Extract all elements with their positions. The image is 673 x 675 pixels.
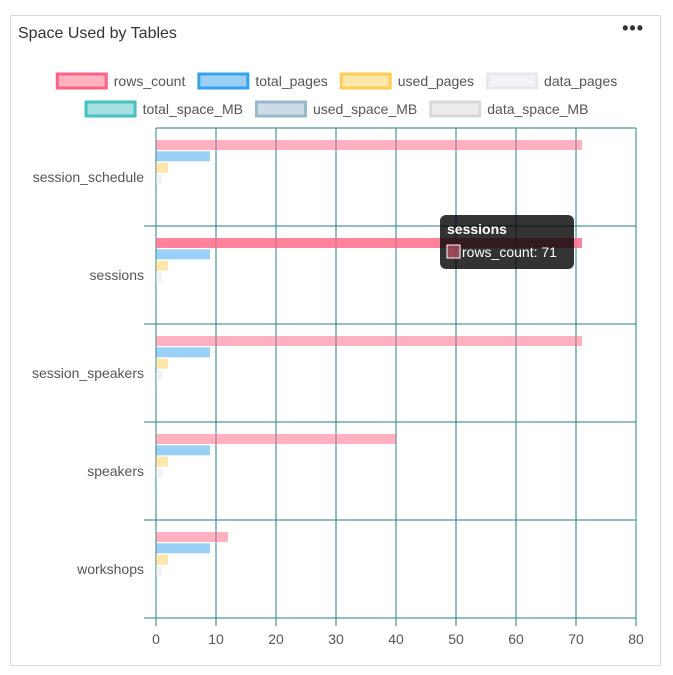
x-tick-label: 10 [208,631,224,647]
legend-item-total_space_MB[interactable]: total_space_MB [84,100,243,118]
bar-session_schedule-used_pages[interactable] [156,162,168,173]
chart-title: Space Used by Tables [18,25,177,42]
legend-label[interactable]: used_space_MB [313,101,417,117]
bar-speakers-total_pages[interactable] [156,445,210,456]
chart-bars [156,140,582,610]
bar-workshops-rows_count[interactable] [156,532,228,542]
x-tick-label: 40 [388,631,404,647]
tooltip-swatch [446,244,461,259]
legend-swatch[interactable] [339,72,392,90]
ellipsis-icon[interactable]: ••• [622,18,644,38]
bar-session_speakers-rows_count[interactable] [156,336,582,346]
x-axis-labels: 0 10 20 30 40 50 60 70 80 [152,631,644,647]
bar-speakers-rows_count[interactable] [156,434,396,444]
x-tick-label: 0 [152,631,160,647]
legend-swatch[interactable] [55,72,108,90]
bar-session_schedule-total_pages[interactable] [156,151,210,162]
bar-sessions-used_pages[interactable] [156,260,168,271]
x-tick-label: 20 [268,631,284,647]
legend-item-data_pages[interactable]: data_pages [486,72,618,90]
legend-label[interactable]: rows_count [114,73,186,89]
legend-swatch[interactable] [84,100,137,118]
tooltip-value: rows_count: 71 [462,244,557,260]
legend-item-data_space_MB[interactable]: data_space_MB [429,100,589,118]
bar-speakers-data_pages[interactable] [156,467,162,478]
x-tick-label: 50 [448,631,464,647]
tooltip-title: sessions [447,221,507,237]
bar-session_speakers-used_pages[interactable] [156,358,168,369]
y-tick-label-session_schedule: session_schedule [33,169,145,185]
y-tick-label-session_speakers: session_speakers [32,365,144,381]
legend-item-total_pages[interactable]: total_pages [197,72,328,90]
bar-sessions-total_pages[interactable] [156,249,210,260]
chart-legend: rows_count total_pages used_pages data_page… [55,72,618,118]
legend-swatch[interactable] [486,72,539,90]
legend-item-used_space_MB[interactable]: used_space_MB [254,100,417,118]
legend-swatch[interactable] [197,72,250,90]
bar-session_schedule-rows_count[interactable] [156,140,582,150]
legend-item-used_pages[interactable]: used_pages [339,72,474,90]
tooltip-box [440,215,574,269]
legend-swatch[interactable] [254,100,307,118]
y-tick-label-sessions: sessions [90,267,144,283]
bar-workshops-data_pages[interactable] [156,565,162,576]
bar-speakers-used_pages[interactable] [156,456,168,467]
bar-sessions-rows_count[interactable] [156,238,582,248]
legend-label[interactable]: used_pages [398,73,474,89]
bar-session_speakers-data_pages[interactable] [156,369,162,380]
y-tick-label-workshops: workshops [76,561,144,577]
chart-tooltip: sessions rows_count: 71 [440,215,574,269]
bar-session_schedule-data_pages[interactable] [156,173,162,184]
bar-sessions-data_pages[interactable] [156,271,162,282]
bar-session_speakers-total_pages[interactable] [156,347,210,358]
legend-label[interactable]: total_pages [255,73,327,89]
bar-workshops-used_pages[interactable] [156,554,168,565]
x-tick-label: 30 [328,631,344,647]
legend-swatch[interactable] [429,100,482,118]
legend-label[interactable]: data_pages [544,73,617,89]
chart-grid [144,127,637,626]
x-tick-label: 80 [628,631,644,647]
y-axis-labels: session_schedule sessions session_speakers… [32,169,144,577]
bar-workshops-total_pages[interactable] [156,543,210,554]
x-tick-label: 60 [508,631,524,647]
legend-item-rows_count[interactable]: rows_count [55,72,186,90]
y-tick-label-speakers: speakers [87,463,144,479]
legend-label[interactable]: total_space_MB [143,101,243,117]
legend-label[interactable]: data_space_MB [487,101,588,117]
x-tick-label: 70 [568,631,584,647]
